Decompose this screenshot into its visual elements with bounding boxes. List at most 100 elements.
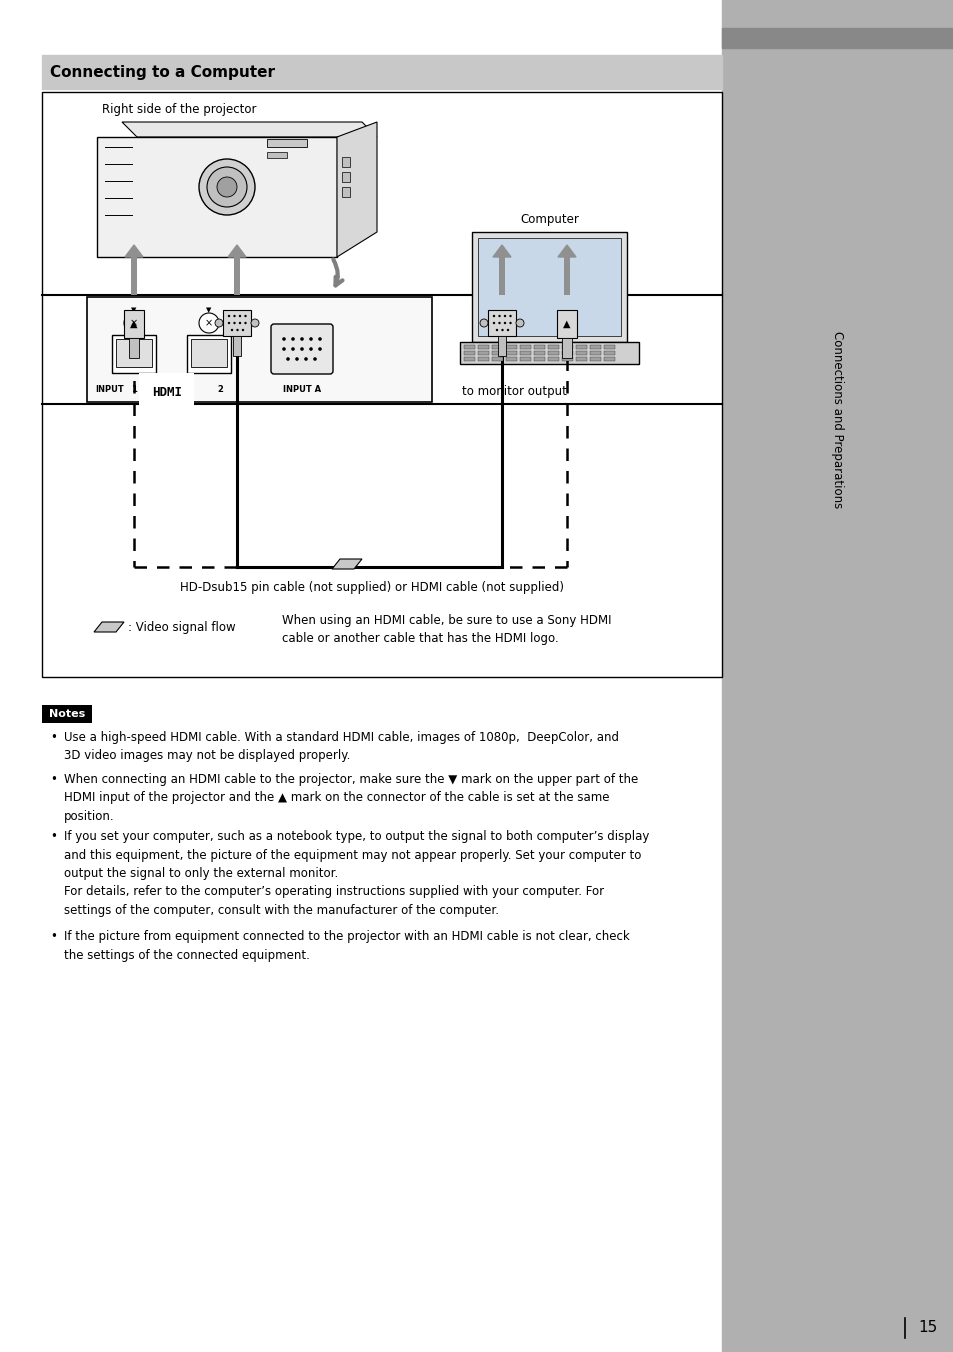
Polygon shape xyxy=(94,622,124,631)
Bar xyxy=(42,704,91,723)
Bar xyxy=(534,352,544,356)
Circle shape xyxy=(300,347,303,350)
Text: Computer: Computer xyxy=(520,214,578,227)
Text: When using an HDMI cable, be sure to use a Sony HDMI
cable or another cable that: When using an HDMI cable, be sure to use… xyxy=(282,614,611,645)
Circle shape xyxy=(304,357,308,361)
Bar xyxy=(472,233,626,342)
Bar xyxy=(589,357,600,361)
Text: ×: × xyxy=(205,318,213,329)
Bar xyxy=(519,352,531,356)
Polygon shape xyxy=(336,122,376,257)
Bar xyxy=(463,357,475,361)
Circle shape xyxy=(509,322,511,324)
Bar xyxy=(477,352,489,356)
Text: Use a high-speed HDMI cable. With a standard HDMI cable, images of 1080p,  DeepC: Use a high-speed HDMI cable. With a stan… xyxy=(64,731,618,763)
Circle shape xyxy=(251,319,258,327)
Bar xyxy=(603,352,615,356)
Bar xyxy=(116,339,152,366)
Bar xyxy=(603,345,615,349)
Text: 15: 15 xyxy=(918,1321,937,1336)
Circle shape xyxy=(238,322,241,324)
Circle shape xyxy=(309,337,313,341)
Text: ×: × xyxy=(130,318,138,329)
Circle shape xyxy=(318,337,321,341)
FancyBboxPatch shape xyxy=(271,324,333,375)
Text: : Video signal flow: : Video signal flow xyxy=(128,621,235,634)
Bar xyxy=(519,345,531,349)
Circle shape xyxy=(503,322,506,324)
Bar xyxy=(124,310,144,338)
Text: to monitor output: to monitor output xyxy=(461,385,566,399)
Circle shape xyxy=(497,322,500,324)
Circle shape xyxy=(493,315,495,318)
Bar xyxy=(187,335,231,373)
Bar xyxy=(561,357,573,361)
Text: Notes: Notes xyxy=(49,708,85,719)
Bar xyxy=(477,345,489,349)
Circle shape xyxy=(214,319,223,327)
Bar xyxy=(505,352,517,356)
Bar xyxy=(341,157,350,168)
Polygon shape xyxy=(122,122,376,137)
Circle shape xyxy=(497,315,500,318)
Circle shape xyxy=(294,357,298,361)
Text: ▼: ▼ xyxy=(206,307,212,314)
Text: Right side of the projector: Right side of the projector xyxy=(102,104,256,116)
Bar xyxy=(534,357,544,361)
Text: •: • xyxy=(51,930,57,942)
Bar xyxy=(129,338,139,358)
Circle shape xyxy=(199,160,254,215)
Bar xyxy=(519,357,531,361)
Circle shape xyxy=(496,329,497,331)
Text: •: • xyxy=(51,731,57,744)
Bar xyxy=(505,357,517,361)
Circle shape xyxy=(231,329,233,331)
Text: Connecting to a Computer: Connecting to a Computer xyxy=(50,65,274,80)
Circle shape xyxy=(509,315,511,318)
Circle shape xyxy=(241,329,244,331)
Bar xyxy=(492,352,502,356)
Circle shape xyxy=(228,322,230,324)
Circle shape xyxy=(233,322,235,324)
Circle shape xyxy=(500,329,503,331)
Circle shape xyxy=(300,337,303,341)
Bar xyxy=(721,0,953,1352)
Bar xyxy=(477,238,620,337)
Bar xyxy=(589,345,600,349)
Circle shape xyxy=(516,319,523,327)
Circle shape xyxy=(286,357,290,361)
Bar xyxy=(42,92,721,677)
Circle shape xyxy=(291,347,294,350)
Circle shape xyxy=(503,315,506,318)
Bar xyxy=(534,345,544,349)
Bar xyxy=(233,337,241,356)
Text: Connections and Preparations: Connections and Preparations xyxy=(831,331,843,508)
Circle shape xyxy=(282,337,286,341)
Bar xyxy=(97,137,336,257)
Bar xyxy=(459,342,639,364)
Bar xyxy=(563,257,569,295)
Circle shape xyxy=(236,329,238,331)
Bar xyxy=(488,310,516,337)
FancyArrowPatch shape xyxy=(333,260,342,285)
Text: 1: 1 xyxy=(131,385,136,395)
Bar xyxy=(589,352,600,356)
Text: HD-Dsub15 pin cable (not supplied) or HDMI cable (not supplied): HD-Dsub15 pin cable (not supplied) or HD… xyxy=(180,580,563,594)
Text: •: • xyxy=(51,773,57,786)
Circle shape xyxy=(216,177,236,197)
Text: ▼: ▼ xyxy=(132,307,136,314)
Bar xyxy=(233,257,240,295)
Bar xyxy=(576,352,586,356)
Bar xyxy=(42,55,721,89)
Circle shape xyxy=(244,315,247,318)
Polygon shape xyxy=(493,245,511,257)
Circle shape xyxy=(309,347,313,350)
Bar xyxy=(557,310,577,338)
Bar xyxy=(191,339,227,366)
Circle shape xyxy=(282,347,286,350)
Text: When connecting an HDMI cable to the projector, make sure the ▼ mark on the uppe: When connecting an HDMI cable to the pro… xyxy=(64,773,638,823)
Circle shape xyxy=(124,314,144,333)
Bar xyxy=(576,345,586,349)
Text: ▲: ▲ xyxy=(131,319,137,329)
Bar xyxy=(497,337,505,356)
